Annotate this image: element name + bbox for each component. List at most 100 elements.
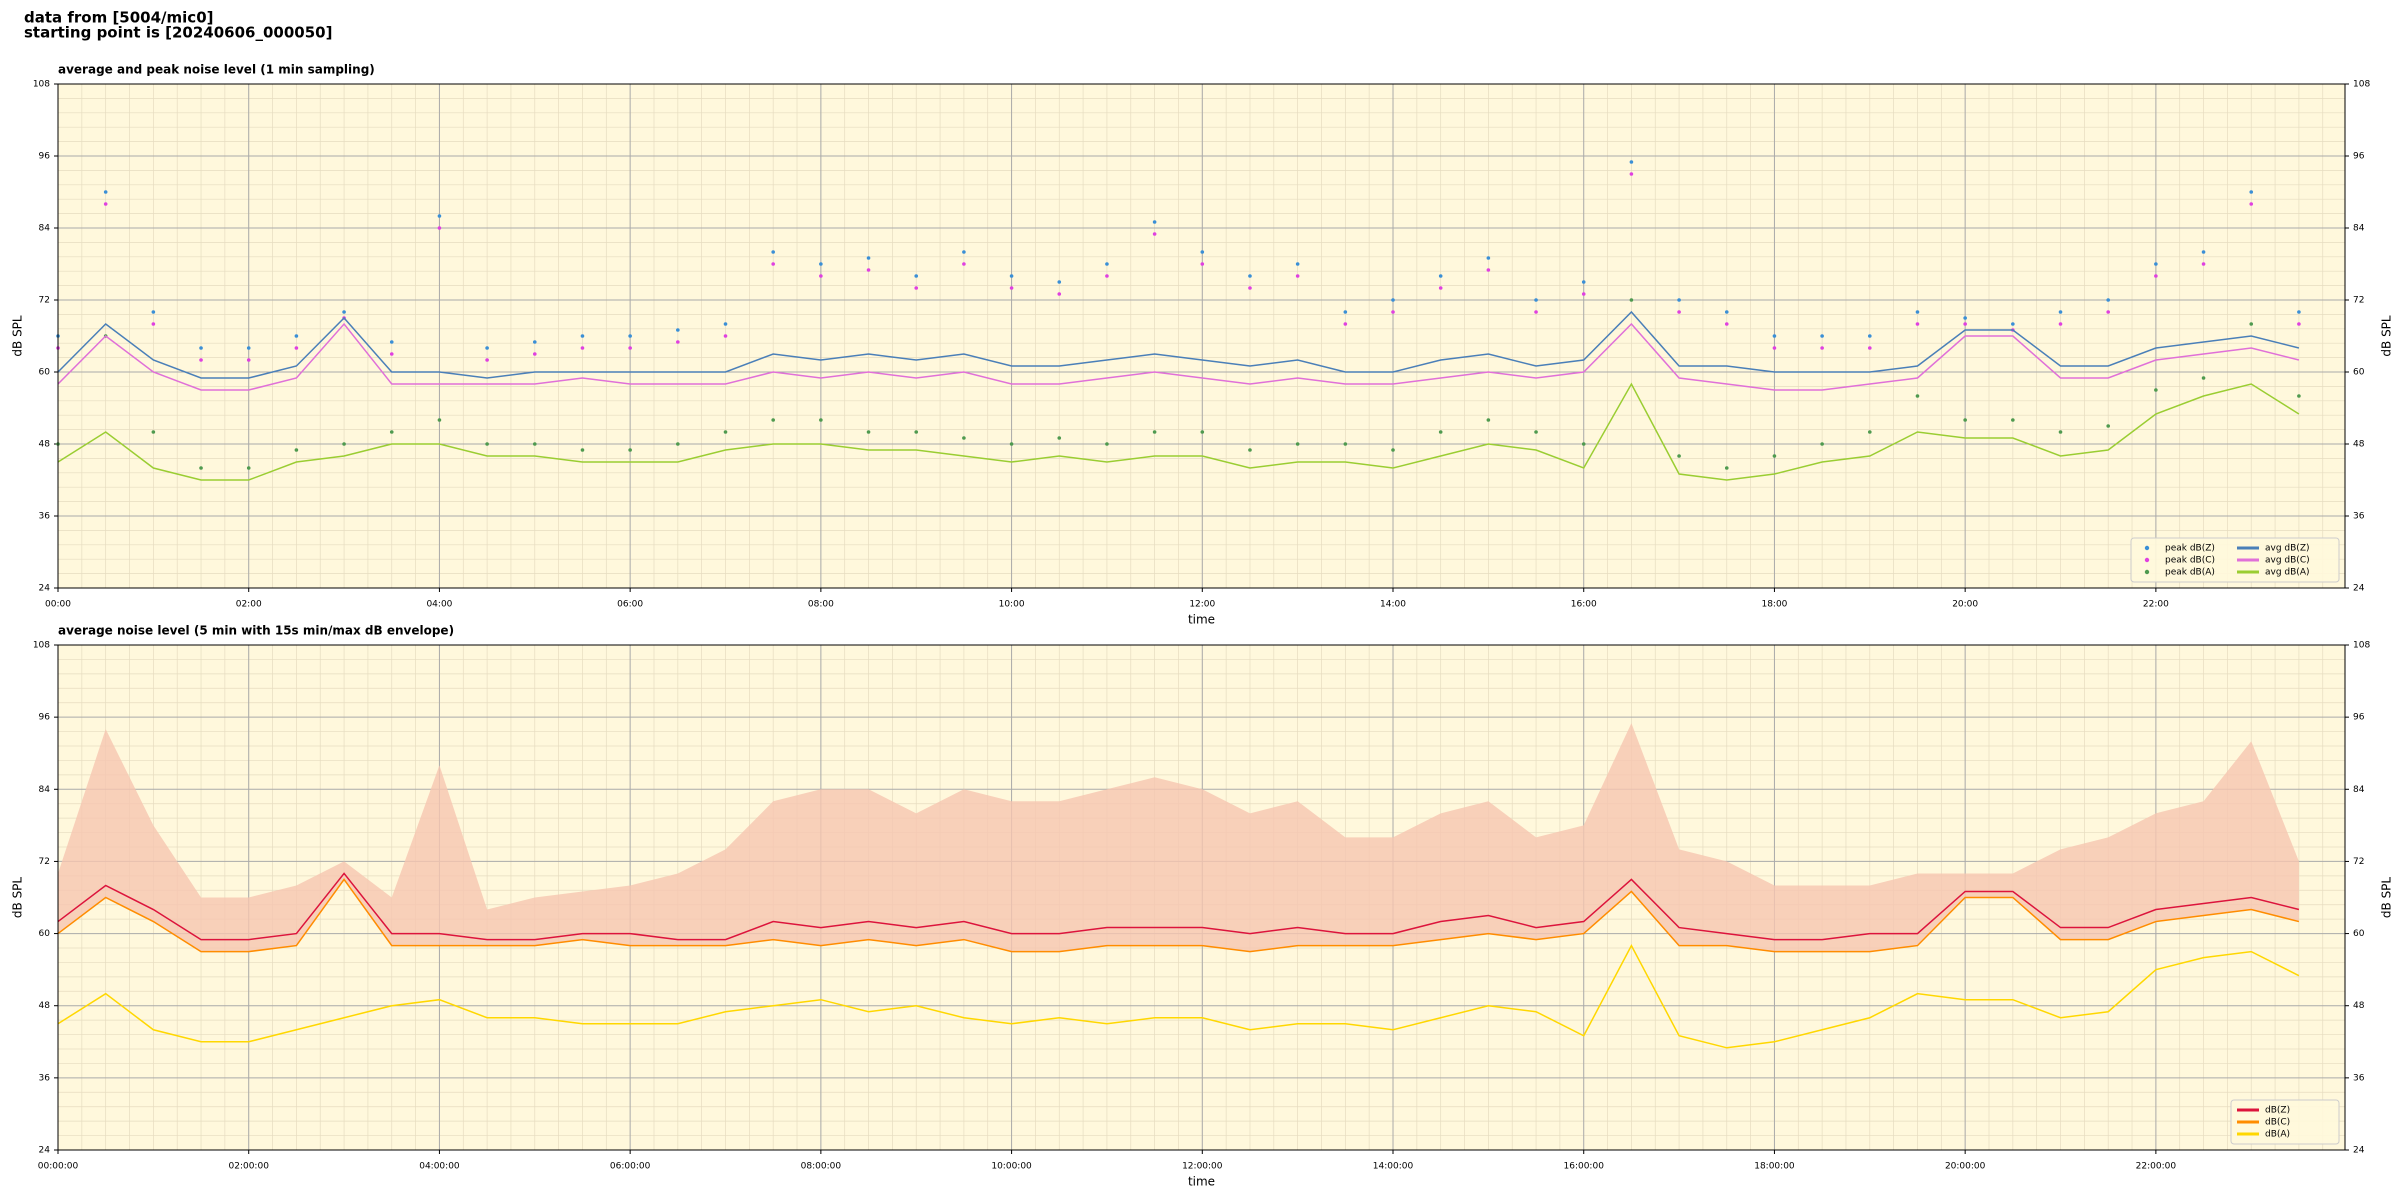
peak-point xyxy=(1438,286,1443,290)
peak-point xyxy=(199,466,203,470)
x-tick-label: 20:00:00 xyxy=(1945,1162,1986,1172)
peak-point xyxy=(2201,262,2206,266)
peak-point xyxy=(2154,388,2158,392)
peak-point xyxy=(1772,334,1777,338)
peak-point xyxy=(1581,292,1586,296)
peak-point xyxy=(2154,262,2158,266)
legend-label: peak dB(C) xyxy=(2165,556,2215,566)
y-tick-label: 72 xyxy=(39,857,50,867)
peak-point xyxy=(1057,292,1062,296)
series-line xyxy=(57,872,2300,941)
peak-point xyxy=(1677,298,1681,302)
x-tick-label: 12:00 xyxy=(1189,600,1215,610)
series-line xyxy=(57,382,2300,481)
peak-point xyxy=(1438,430,1443,434)
x-tick-label: 02:00 xyxy=(236,600,262,610)
peak-point xyxy=(1629,298,1634,302)
y-tick-label: 84 xyxy=(39,785,51,795)
plot-frame xyxy=(57,644,2346,1151)
peak-point xyxy=(1867,430,1872,434)
peak-point xyxy=(294,448,299,452)
x-tick-label: 00:00:00 xyxy=(38,1162,79,1172)
y-tick-label: 60 xyxy=(39,929,51,939)
peak-point xyxy=(1343,322,1348,326)
y-tick-label: 24 xyxy=(2353,584,2365,594)
peak-point xyxy=(2201,250,2206,254)
legend-box xyxy=(2130,537,2340,583)
series-line xyxy=(57,943,2300,1049)
peak-point xyxy=(914,430,919,434)
peak-point xyxy=(962,436,966,440)
peak-point xyxy=(1820,346,1824,350)
peak-point xyxy=(771,418,775,422)
y-tick-label: 84 xyxy=(2353,785,2365,795)
peak-point xyxy=(1057,436,1062,440)
peak-point xyxy=(1772,454,1777,458)
peak-point xyxy=(723,334,728,338)
peak-point xyxy=(437,418,442,422)
peak-point xyxy=(1009,286,1014,290)
peak-point xyxy=(1009,274,1014,278)
peak-point xyxy=(342,442,346,446)
peak-point xyxy=(2249,322,2254,326)
legend-swatch xyxy=(2144,545,2150,551)
peak-point xyxy=(199,358,203,362)
x-tick-label: 16:00 xyxy=(1571,600,1597,610)
peak-point xyxy=(866,268,871,272)
peak-point xyxy=(1724,322,1729,326)
x-tick-label: 22:00:00 xyxy=(2136,1162,2177,1172)
y-tick-label: 60 xyxy=(2353,368,2365,378)
envelope-area xyxy=(58,723,2299,952)
y-tick-label: 24 xyxy=(39,584,51,594)
legend-swatch xyxy=(2144,569,2150,575)
peak-point xyxy=(2297,322,2301,326)
peak-point xyxy=(532,340,537,344)
peak-point xyxy=(1677,310,1681,314)
peak-point xyxy=(2011,418,2015,422)
y-tick-label: 108 xyxy=(2353,80,2370,90)
peak-point xyxy=(1820,442,1824,446)
peak-point xyxy=(676,442,680,446)
y-tick-label: 72 xyxy=(39,296,50,306)
peak-point xyxy=(342,310,346,314)
y-tick-label: 96 xyxy=(39,152,51,162)
peak-point xyxy=(246,466,251,470)
peak-point xyxy=(819,262,823,266)
x-tick-label: 20:00 xyxy=(1952,600,1978,610)
peak-point xyxy=(1295,442,1300,446)
legend-label: avg dB(C) xyxy=(2265,556,2310,566)
y-tick-label: 36 xyxy=(39,1073,51,1083)
peak-point xyxy=(2058,310,2063,314)
peak-point xyxy=(1248,274,1252,278)
peak-point xyxy=(1963,418,1967,422)
peak-point xyxy=(103,190,108,194)
x-tick-label: 04:00 xyxy=(426,600,452,610)
x-tick-label: 18:00 xyxy=(1761,600,1787,610)
x-axis-label: time xyxy=(1188,613,1215,627)
peak-point xyxy=(1963,322,1967,326)
peak-point xyxy=(962,262,966,266)
peak-point xyxy=(1486,418,1491,422)
peak-point xyxy=(1438,274,1443,278)
y-axis-label: dB SPL xyxy=(2380,877,2394,919)
x-tick-label: 04:00:00 xyxy=(419,1162,460,1172)
peak-point xyxy=(962,250,966,254)
peak-point xyxy=(1867,346,1872,350)
y-tick-label: 36 xyxy=(2353,512,2365,522)
peak-point xyxy=(2154,274,2158,278)
peak-point xyxy=(1152,232,1157,236)
peak-point xyxy=(1534,298,1538,302)
peak-point xyxy=(532,352,537,356)
peak-point xyxy=(1152,220,1157,224)
peak-point xyxy=(1534,310,1538,314)
legend-label: peak dB(A) xyxy=(2165,568,2215,578)
peak-point xyxy=(1343,442,1348,446)
legend-label: peak dB(Z) xyxy=(2165,544,2215,554)
y-axis-label: dB SPL xyxy=(11,315,25,357)
y-tick-label: 72 xyxy=(2353,296,2364,306)
peak-point xyxy=(485,346,489,350)
peak-point xyxy=(914,286,919,290)
header-line: starting point is [20240606_000050] xyxy=(24,24,332,42)
series-line xyxy=(57,310,2300,379)
peak-point xyxy=(389,352,394,356)
